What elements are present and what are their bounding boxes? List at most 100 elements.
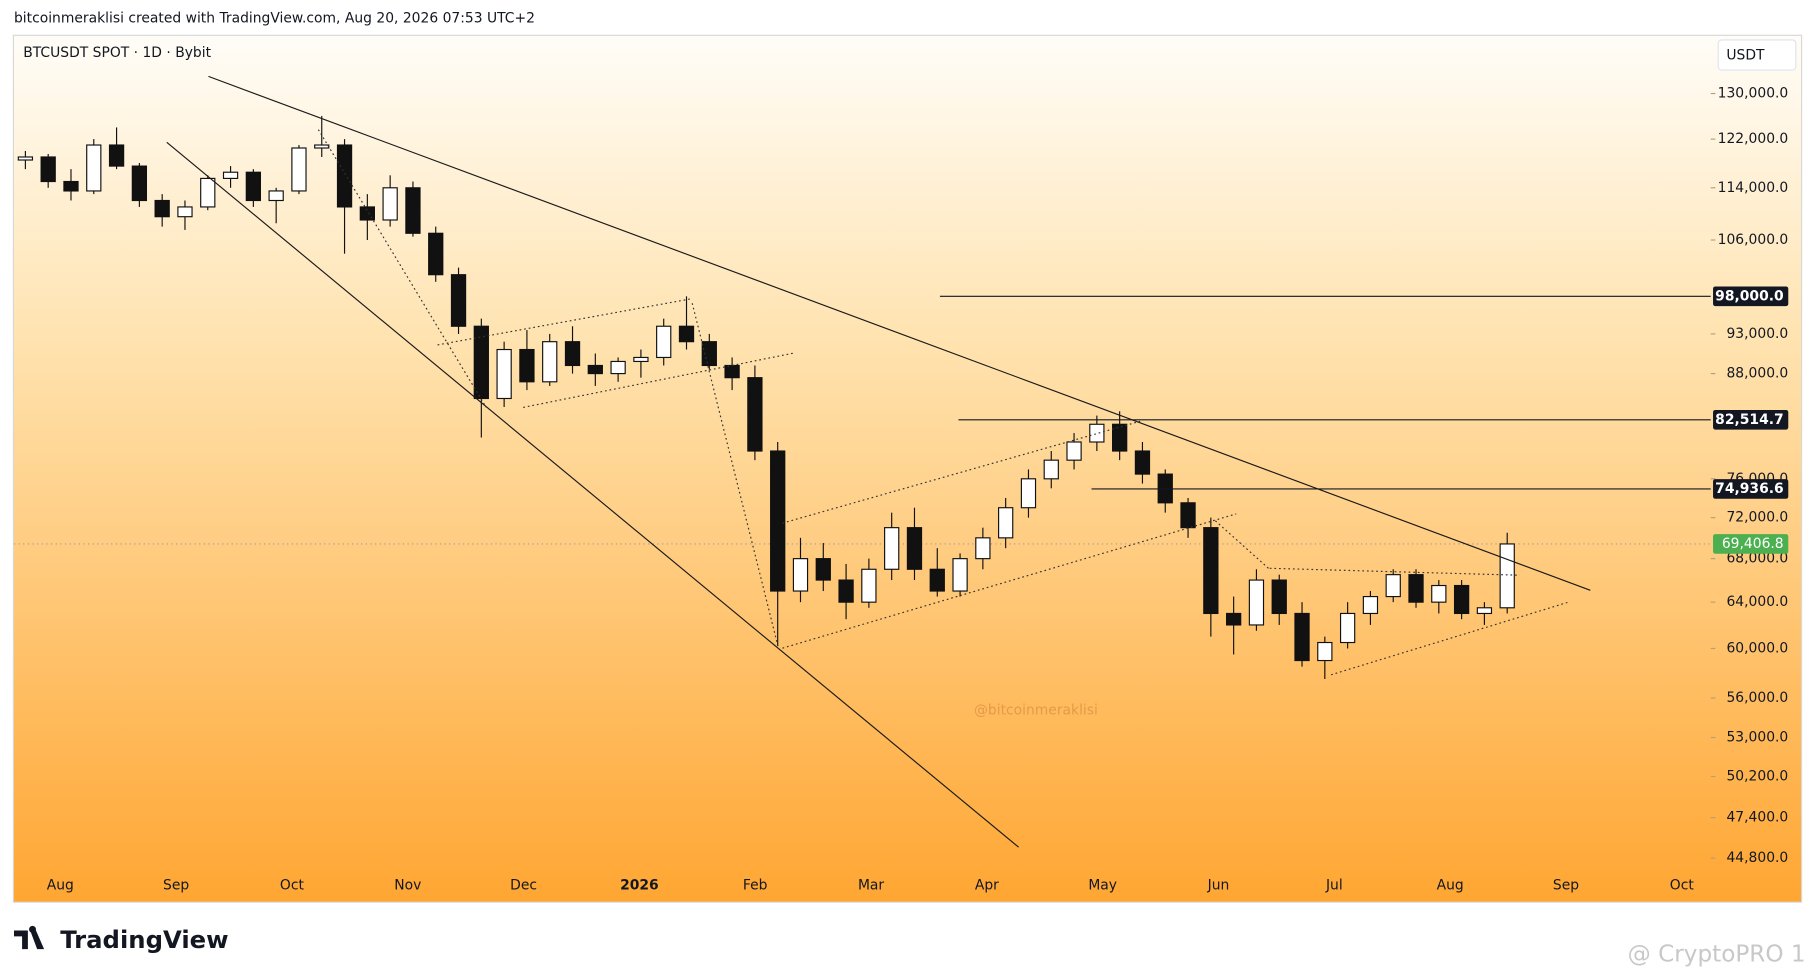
candle-body xyxy=(1453,584,1470,615)
candle-body xyxy=(929,568,945,592)
dotted-line xyxy=(317,129,487,408)
level-tag xyxy=(1713,286,1789,307)
candle-body xyxy=(1431,584,1447,603)
candle-body xyxy=(1317,641,1333,662)
attribution: bitcoinmeraklisi created with TradingVie… xyxy=(14,11,535,27)
x-tick-label: Oct xyxy=(1670,877,1695,893)
candle-body xyxy=(17,156,34,161)
credit-watermark: @ CryptoPRO 1 xyxy=(1628,941,1806,967)
y-tick-label: 72,000.0 xyxy=(1726,510,1788,526)
candle-body xyxy=(154,199,170,218)
candle-body xyxy=(245,171,262,202)
candle-body xyxy=(473,325,489,400)
candle-body xyxy=(1385,574,1401,598)
x-tick-label: Mar xyxy=(858,877,884,893)
candle-body xyxy=(1225,612,1242,626)
candle-body xyxy=(1476,607,1493,615)
trendline xyxy=(166,141,1019,848)
level-tag xyxy=(1713,409,1789,430)
dotted-line xyxy=(691,303,779,646)
candle-body xyxy=(1271,579,1287,615)
candle-body xyxy=(405,187,421,234)
dotted-line xyxy=(1269,567,1520,576)
x-tick-label: May xyxy=(1088,877,1117,893)
dotted-line xyxy=(1214,520,1271,570)
x-tick-label: Aug xyxy=(47,877,74,893)
x-tick-label: Jun xyxy=(1207,877,1230,893)
tradingview-logo: TradingView xyxy=(13,925,229,954)
x-tick-label: Sep xyxy=(163,877,189,893)
candle-body xyxy=(359,206,375,221)
x-tick-label: Sep xyxy=(1553,877,1579,893)
candle-body xyxy=(382,187,398,221)
symbol-title: BTCUSDT SPOT · 1D · Bybit xyxy=(23,45,211,61)
level-label: 74,936.6 xyxy=(1715,481,1783,497)
candle-body xyxy=(496,348,512,400)
x-tick-label: Dec xyxy=(510,877,537,893)
y-tick-label: 53,000.0 xyxy=(1726,730,1788,746)
y-tick-label: 130,000.0 xyxy=(1718,86,1789,102)
y-tick-label: 56,000.0 xyxy=(1726,690,1788,706)
candle-body xyxy=(770,450,786,592)
y-tick-label: 122,000.0 xyxy=(1718,131,1789,147)
currency-button[interactable] xyxy=(1717,39,1797,71)
y-tick-label: 64,000.0 xyxy=(1726,594,1788,610)
candle-body xyxy=(633,356,649,363)
level-label: 82,514.7 xyxy=(1715,412,1783,428)
dotted-line xyxy=(782,513,1237,649)
logo-text: TradingView xyxy=(60,925,228,954)
x-tick-label: Oct xyxy=(280,877,305,893)
candle-body xyxy=(1203,527,1219,615)
candle-body xyxy=(86,144,102,192)
x-tick-label: Jul xyxy=(1325,877,1343,893)
candle-body xyxy=(952,558,968,592)
candle-body xyxy=(975,537,991,560)
candle-body xyxy=(177,206,193,218)
candle-body xyxy=(747,377,763,452)
x-tick-label: Feb xyxy=(743,877,768,893)
y-tick-label: 114,000.0 xyxy=(1718,180,1789,196)
candle-body xyxy=(1248,579,1265,626)
x-tick-label: 2026 xyxy=(620,877,659,893)
plot: 130,000.0 122,000.0 114,000.0 106,000.0 93,0… xyxy=(13,86,1789,893)
currency-label: USDT xyxy=(1726,48,1765,64)
candle-body xyxy=(1134,450,1151,475)
candle-body xyxy=(1089,423,1105,443)
last-price-tag xyxy=(1713,534,1789,554)
dotted-line xyxy=(782,420,1141,524)
candle-body xyxy=(63,180,79,192)
candle-body xyxy=(222,171,239,179)
candle-body xyxy=(1066,441,1082,461)
trendline xyxy=(208,75,1591,591)
chart-pane xyxy=(12,34,1803,903)
dotted-line xyxy=(437,298,693,346)
candle-body xyxy=(587,364,603,375)
candle-body xyxy=(40,156,56,183)
candle-body xyxy=(861,568,877,603)
candle-body xyxy=(542,341,558,383)
candle-body xyxy=(610,360,626,375)
candle-body xyxy=(519,348,535,383)
y-tick-label: 88,000.0 xyxy=(1726,366,1788,382)
candle-body xyxy=(998,507,1014,539)
candle-body xyxy=(1043,459,1059,480)
candle-body xyxy=(1499,543,1515,609)
candle-body xyxy=(450,274,467,327)
last-price-label: 69,406.8 xyxy=(1722,536,1784,552)
candle-body xyxy=(1294,612,1310,662)
y-tick-label: 68,000.0 xyxy=(1726,551,1788,567)
level-label: 98,000.0 xyxy=(1715,288,1783,304)
y-tick-label: 106,000.0 xyxy=(1718,232,1789,248)
candle-body xyxy=(1180,502,1196,529)
candle-body xyxy=(1408,574,1424,603)
candle-body xyxy=(564,341,581,367)
y-tick-label: 50,200.0 xyxy=(1726,768,1788,784)
candle-body xyxy=(268,190,284,202)
y-tick-label: 93,000.0 xyxy=(1726,326,1788,342)
x-tick-label: Nov xyxy=(394,877,421,893)
drawings xyxy=(166,75,1591,848)
candle-body xyxy=(108,144,125,167)
watermark: @bitcoinmeraklisi xyxy=(974,703,1098,719)
